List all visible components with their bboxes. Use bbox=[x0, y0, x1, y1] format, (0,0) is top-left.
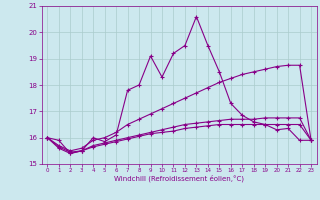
X-axis label: Windchill (Refroidissement éolien,°C): Windchill (Refroidissement éolien,°C) bbox=[114, 175, 244, 182]
